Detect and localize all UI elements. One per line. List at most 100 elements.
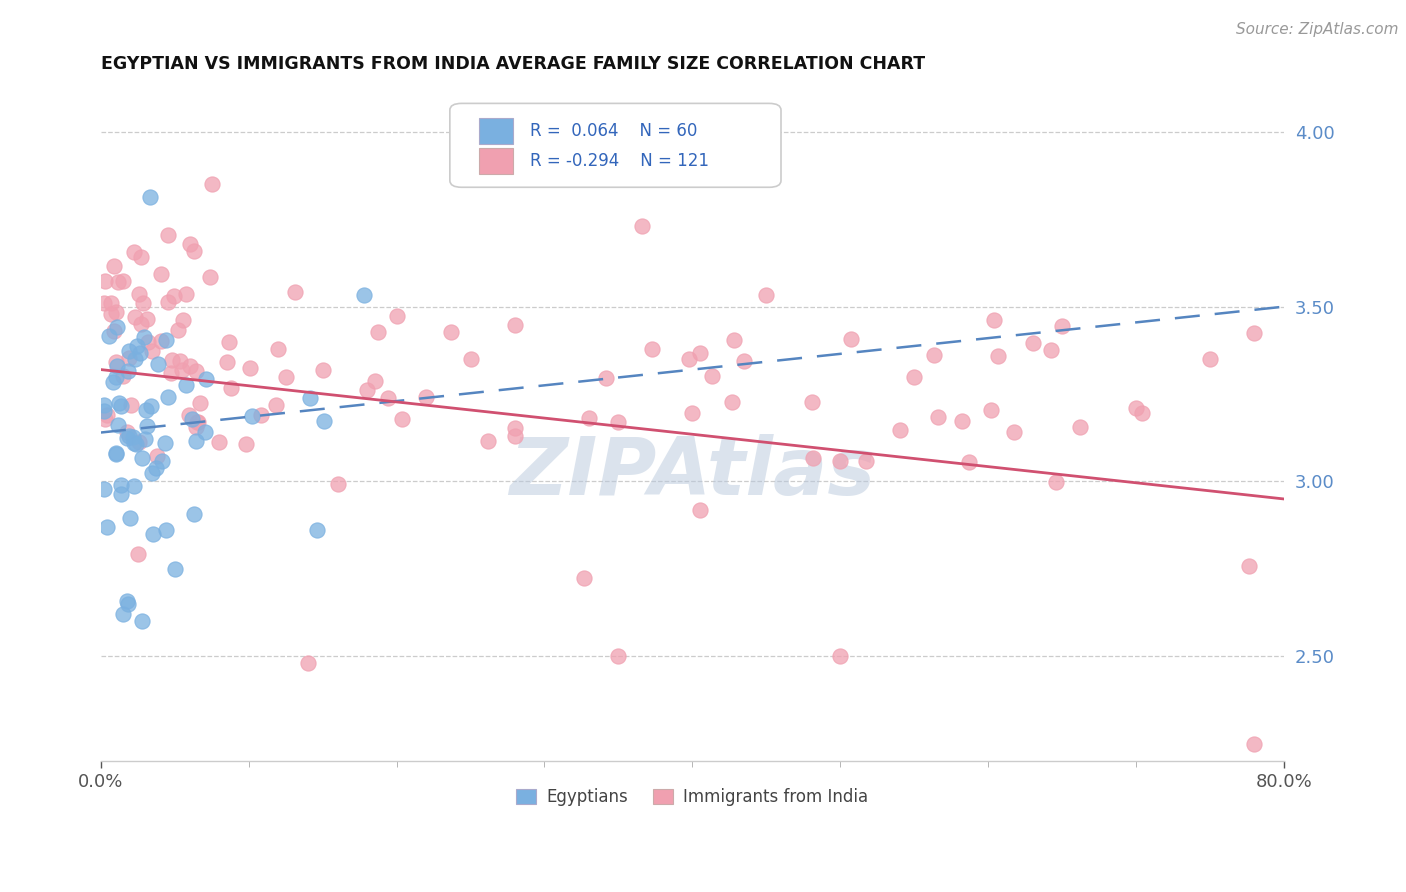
Point [115,425,138,439]
Point [950,414,973,428]
Point [607,415,630,429]
Point [124,351,146,366]
Point [284,285,307,300]
Point [94,412,117,426]
Text: ZIPAtlas: ZIPAtlas [509,434,876,511]
Point [149,267,172,281]
Point [131,614,153,628]
Point [135,419,157,434]
Point [307,523,329,537]
Point [177,408,200,422]
Point [186,415,208,429]
Point [131,295,153,310]
Point [117,351,139,365]
Point [927,409,949,424]
Point [104,447,127,461]
Point [186,434,208,449]
Point [440,325,463,339]
Point [460,352,482,367]
Point [145,460,167,475]
Point [93,399,115,413]
Point [155,436,177,450]
Point [1243,326,1265,340]
FancyBboxPatch shape [450,103,780,187]
Point [98,329,121,343]
Point [188,395,211,409]
Point [186,419,208,434]
Point [503,421,526,435]
Point [689,345,711,359]
Point [107,275,129,289]
Point [839,333,862,347]
Text: R =  0.064    N = 60: R = 0.064 N = 60 [530,122,697,140]
Point [367,326,389,340]
Point [142,527,165,541]
Point [111,368,134,383]
Point [356,383,378,397]
Point [889,423,911,437]
Point [353,288,375,302]
Point [118,344,141,359]
Point [183,508,205,522]
Point [110,487,132,501]
Point [93,482,115,496]
Point [215,355,238,369]
Text: Source: ZipAtlas.com: Source: ZipAtlas.com [1236,22,1399,37]
Point [167,323,190,337]
Point [312,363,335,377]
Point [124,310,146,324]
Point [678,351,700,366]
Point [218,334,240,349]
Point [801,451,824,466]
Point [107,395,129,409]
Point [100,307,122,321]
Point [134,330,156,344]
Point [830,649,852,664]
Point [607,649,630,664]
Point [1069,419,1091,434]
Point [128,435,150,450]
Point [201,178,224,192]
Point [572,571,595,585]
Point [155,523,177,537]
Point [800,394,823,409]
Point [174,286,197,301]
Point [105,359,128,373]
Point [723,333,745,347]
Point [146,449,169,463]
Point [141,400,163,414]
Point [135,403,157,417]
Point [94,274,117,288]
Point [274,370,297,384]
Point [700,369,723,384]
Point [150,453,173,467]
Point [124,479,146,493]
Point [186,364,208,378]
Point [112,274,135,288]
Point [239,360,262,375]
Point [93,296,115,310]
Point [118,511,141,525]
Point [297,657,319,671]
Point [855,454,877,468]
Point [219,381,242,395]
Point [112,607,135,622]
Point [957,455,980,469]
Point [150,334,173,348]
Point [1130,406,1153,420]
Point [194,425,217,439]
Point [503,318,526,333]
Point [115,432,138,446]
Point [122,435,145,450]
Point [195,372,218,386]
Point [1045,475,1067,490]
Point [328,476,350,491]
Point [1243,737,1265,751]
Point [298,391,321,405]
Point [103,324,125,338]
Point [922,348,945,362]
Point [1022,336,1045,351]
Point [157,227,180,242]
Point [721,394,744,409]
Point [595,371,617,385]
